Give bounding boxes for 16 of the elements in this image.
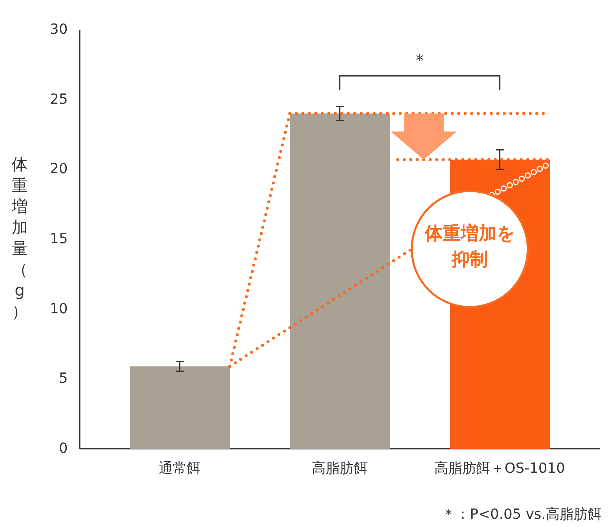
bar [130, 366, 230, 449]
y-tick-label: 10 [50, 301, 68, 318]
x-tick-label: 高脂肪餌＋OS-1010 [434, 461, 566, 477]
x-tick-label: 高脂肪餌 [312, 461, 368, 477]
y-tick-label: 15 [50, 232, 68, 248]
y-tick-label: 0 [59, 441, 68, 457]
y-tick-label: 25 [50, 92, 68, 108]
y-tick-label: 30 [50, 22, 68, 38]
bar [290, 114, 390, 449]
y-axis-title: 体重増加量（g） [11, 155, 28, 321]
annotation: * [416, 51, 424, 70]
annotation: 体重増加を抑制 [424, 222, 515, 270]
x-tick-label: 通常餌 [159, 461, 201, 477]
text: ＊：P<0.05 vs.高脂肪餌 [442, 507, 602, 523]
y-tick-label: 20 [50, 162, 68, 178]
y-tick-label: 5 [59, 371, 68, 388]
